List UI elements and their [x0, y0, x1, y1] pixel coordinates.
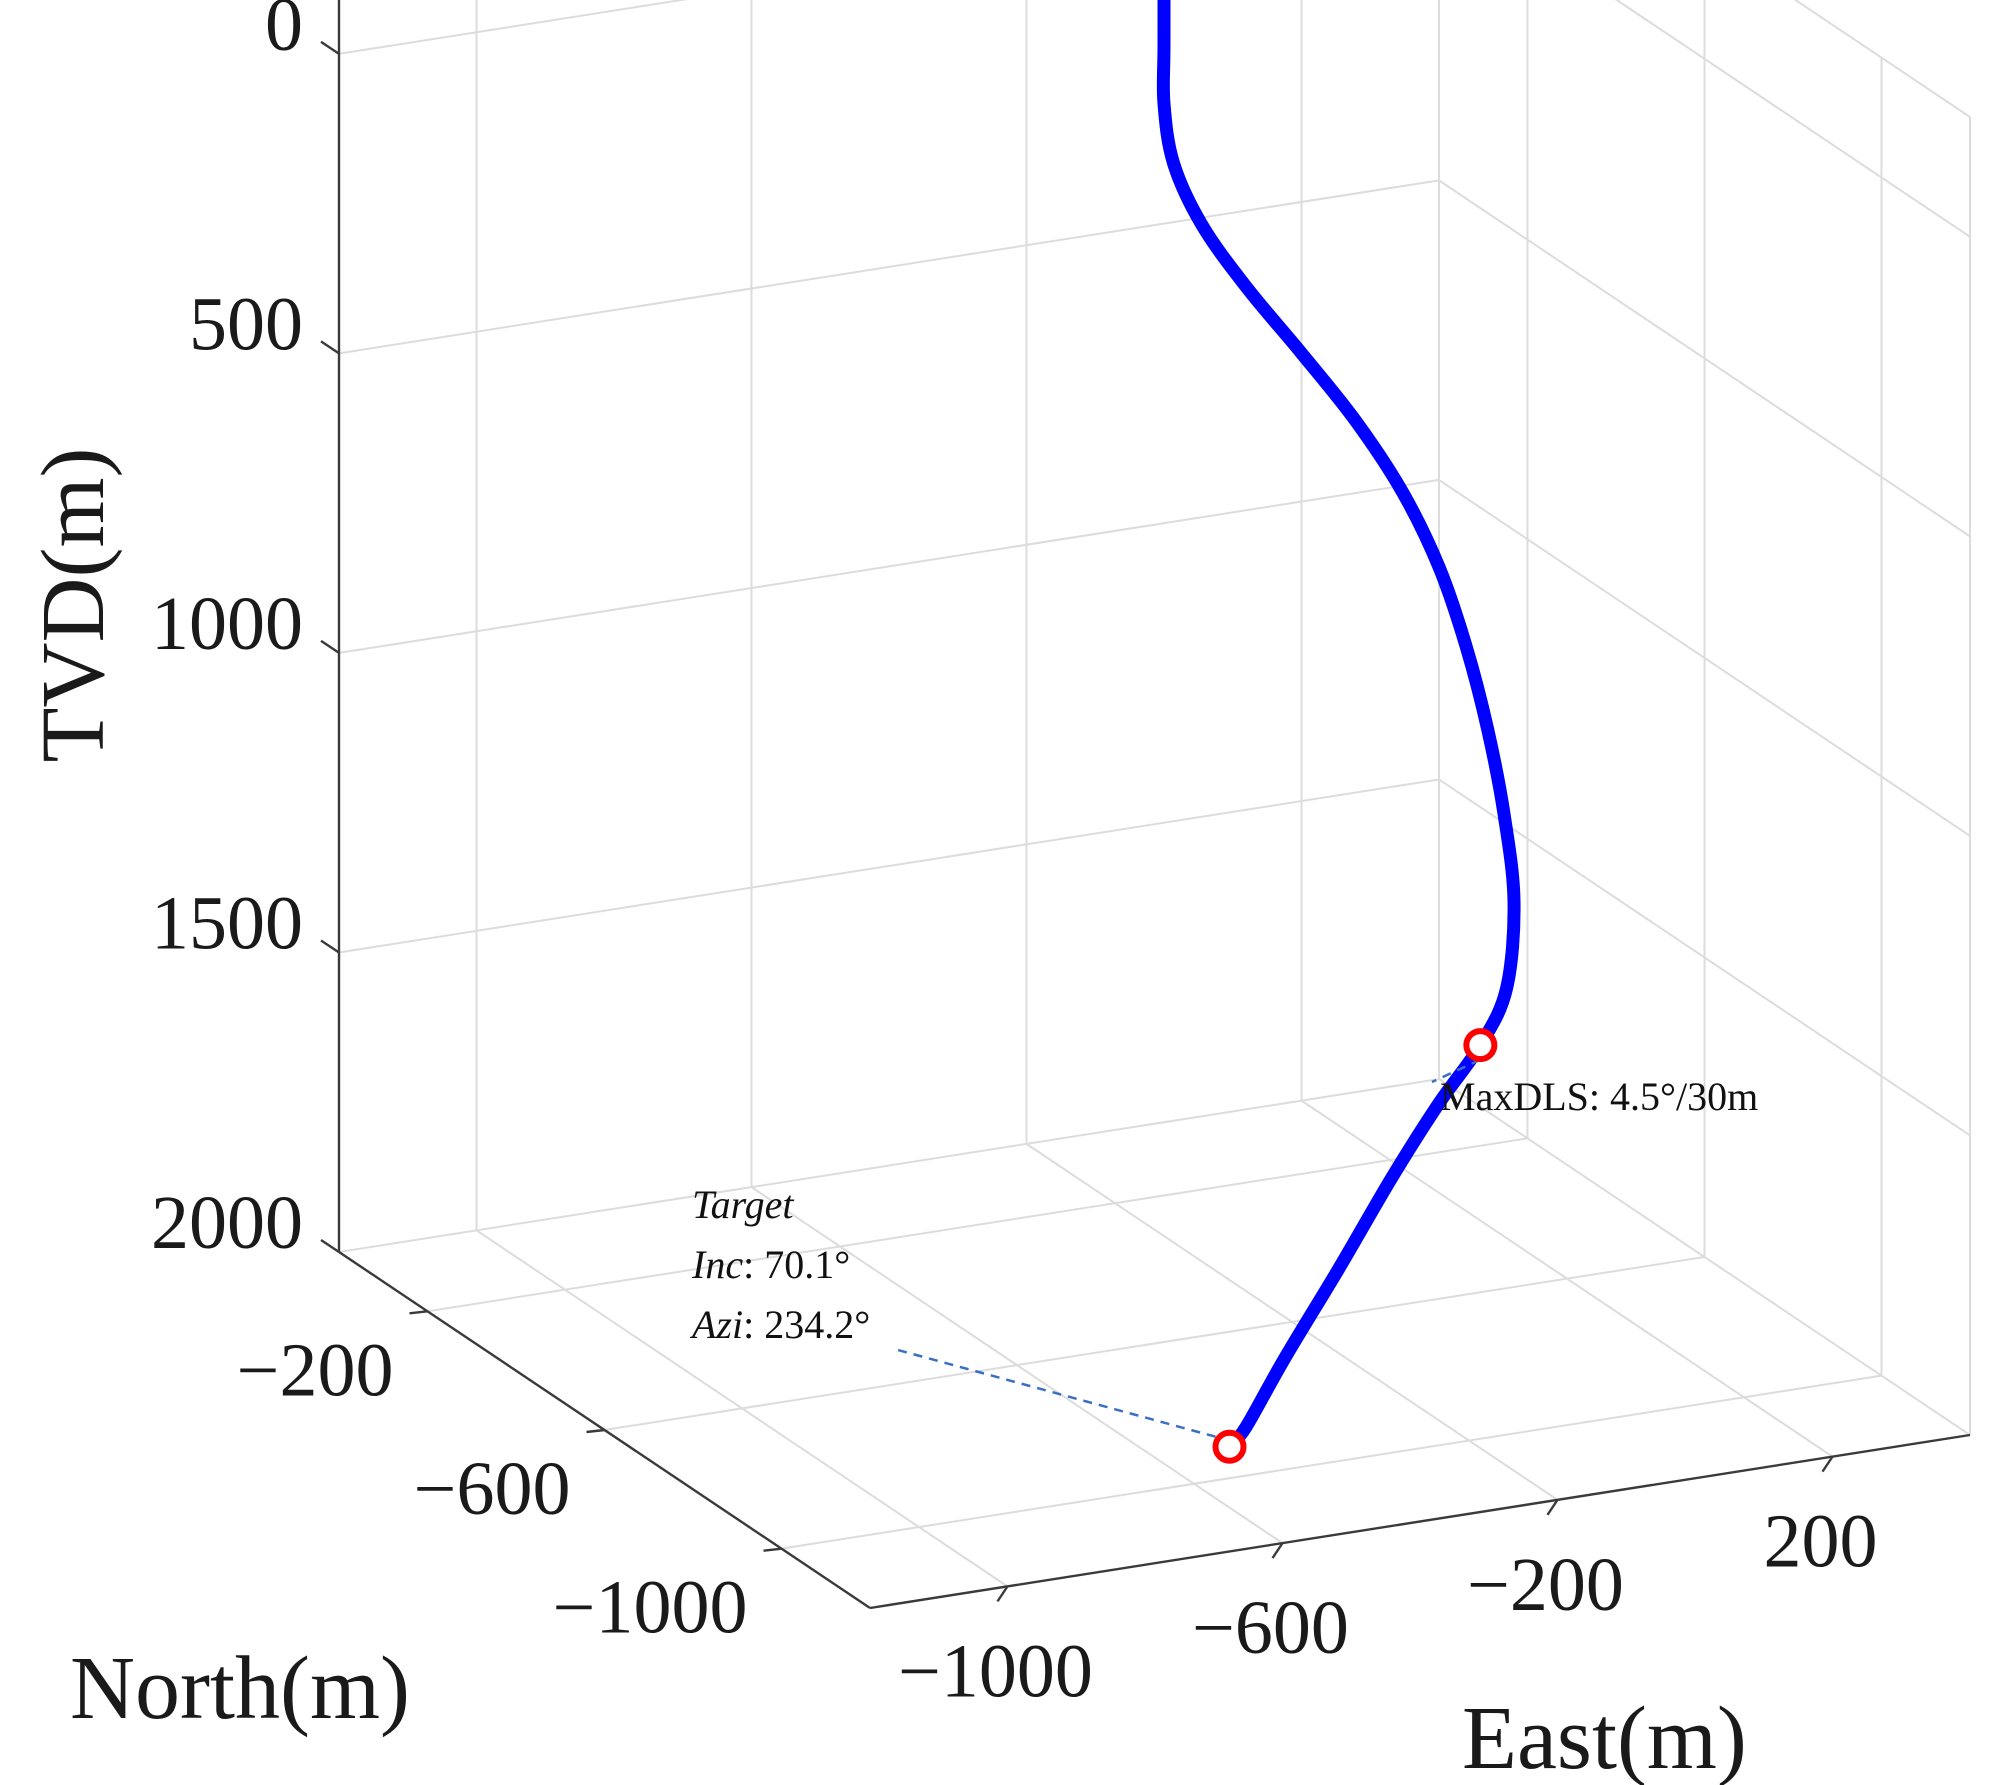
z-tick-mark [320, 40, 340, 55]
z-tick-label: 500 [189, 282, 303, 366]
z-tick-label: 0 [265, 0, 303, 67]
y-tick-mark [409, 1310, 428, 1315]
y-axis-title: North(m) [70, 1639, 410, 1738]
x-tick-mark [1546, 1499, 1559, 1516]
x-tick-mark [1271, 1542, 1284, 1559]
z-tick-label: 1000 [151, 582, 303, 666]
grid-line-back-depth [338, 0, 688, 55]
target-annotation-inc: Inc: 70.1° [691, 1242, 850, 1287]
target-azi-value: : 234.2° [743, 1302, 870, 1347]
target-inc-label: Inc [691, 1242, 743, 1287]
z-axis-title: TVD(m) [24, 448, 123, 763]
z-tick-mark [320, 639, 340, 654]
x-tick-mark [996, 1585, 1009, 1603]
trajectory-line [1156, 0, 1521, 1454]
z-tick-mark [320, 939, 340, 954]
max-dls-annotation: MaxDLS: 4.5°/30m [1440, 1074, 1758, 1119]
y-tick-label: −1000 [553, 1566, 748, 1650]
grid-line-right-depth [1438, 479, 1971, 837]
max-dls-marker [1463, 1028, 1498, 1063]
grid-line-back-depth [338, 1078, 1440, 1253]
target-leader-line [897, 1348, 1216, 1438]
x-tick-label: −200 [1467, 1543, 1624, 1627]
grid-line-back-depth [338, 778, 1440, 954]
x-tick-label: −1000 [898, 1629, 1093, 1713]
y-tick-mark [586, 1428, 605, 1434]
target-annotation-title: Target [692, 1182, 794, 1227]
target-marker [1212, 1429, 1247, 1464]
grid-line-floor-north [781, 1374, 1882, 1550]
z-tick-mark [320, 340, 340, 355]
z-tick-label: 2000 [151, 1181, 303, 1265]
y-tick-label: −600 [414, 1447, 571, 1531]
grid-line-right-depth [1438, 778, 1971, 1137]
x-axis-line [869, 1433, 1971, 1610]
z-tick-mark [320, 1239, 340, 1253]
x-tick-label: 200 [1764, 1500, 1878, 1584]
axis-lines [320, 0, 1971, 1610]
grid-lines [338, 0, 1971, 1588]
x-axis-title: East(m) [1462, 1689, 1747, 1785]
grid-line-floor-north [604, 1256, 1705, 1431]
target-inc-value: : 70.1° [743, 1242, 850, 1287]
y-tick-label: −200 [237, 1328, 394, 1412]
target-azi-label: Azi [689, 1302, 743, 1347]
x-tick-mark [1821, 1455, 1834, 1473]
grid-line-floor-north [427, 1137, 1528, 1313]
grid-line-right-depth [1614, 0, 1971, 238]
x-tick-label: −600 [1192, 1586, 1349, 1670]
grid-line-back-depth [338, 478, 1440, 654]
target-annotation-azi: Azi: 234.2° [689, 1302, 870, 1347]
y-tick-mark [763, 1547, 782, 1552]
box-edge [1793, 0, 1971, 118]
z-tick-label: 1500 [151, 881, 303, 965]
max-dls-leader-line [1431, 1052, 1495, 1084]
grid-line-right-depth [1438, 179, 1971, 538]
grid-line-back-depth [338, 179, 1440, 355]
tick-labels: −1000−600−200200−200−600−100005001000150… [151, 0, 1878, 1713]
